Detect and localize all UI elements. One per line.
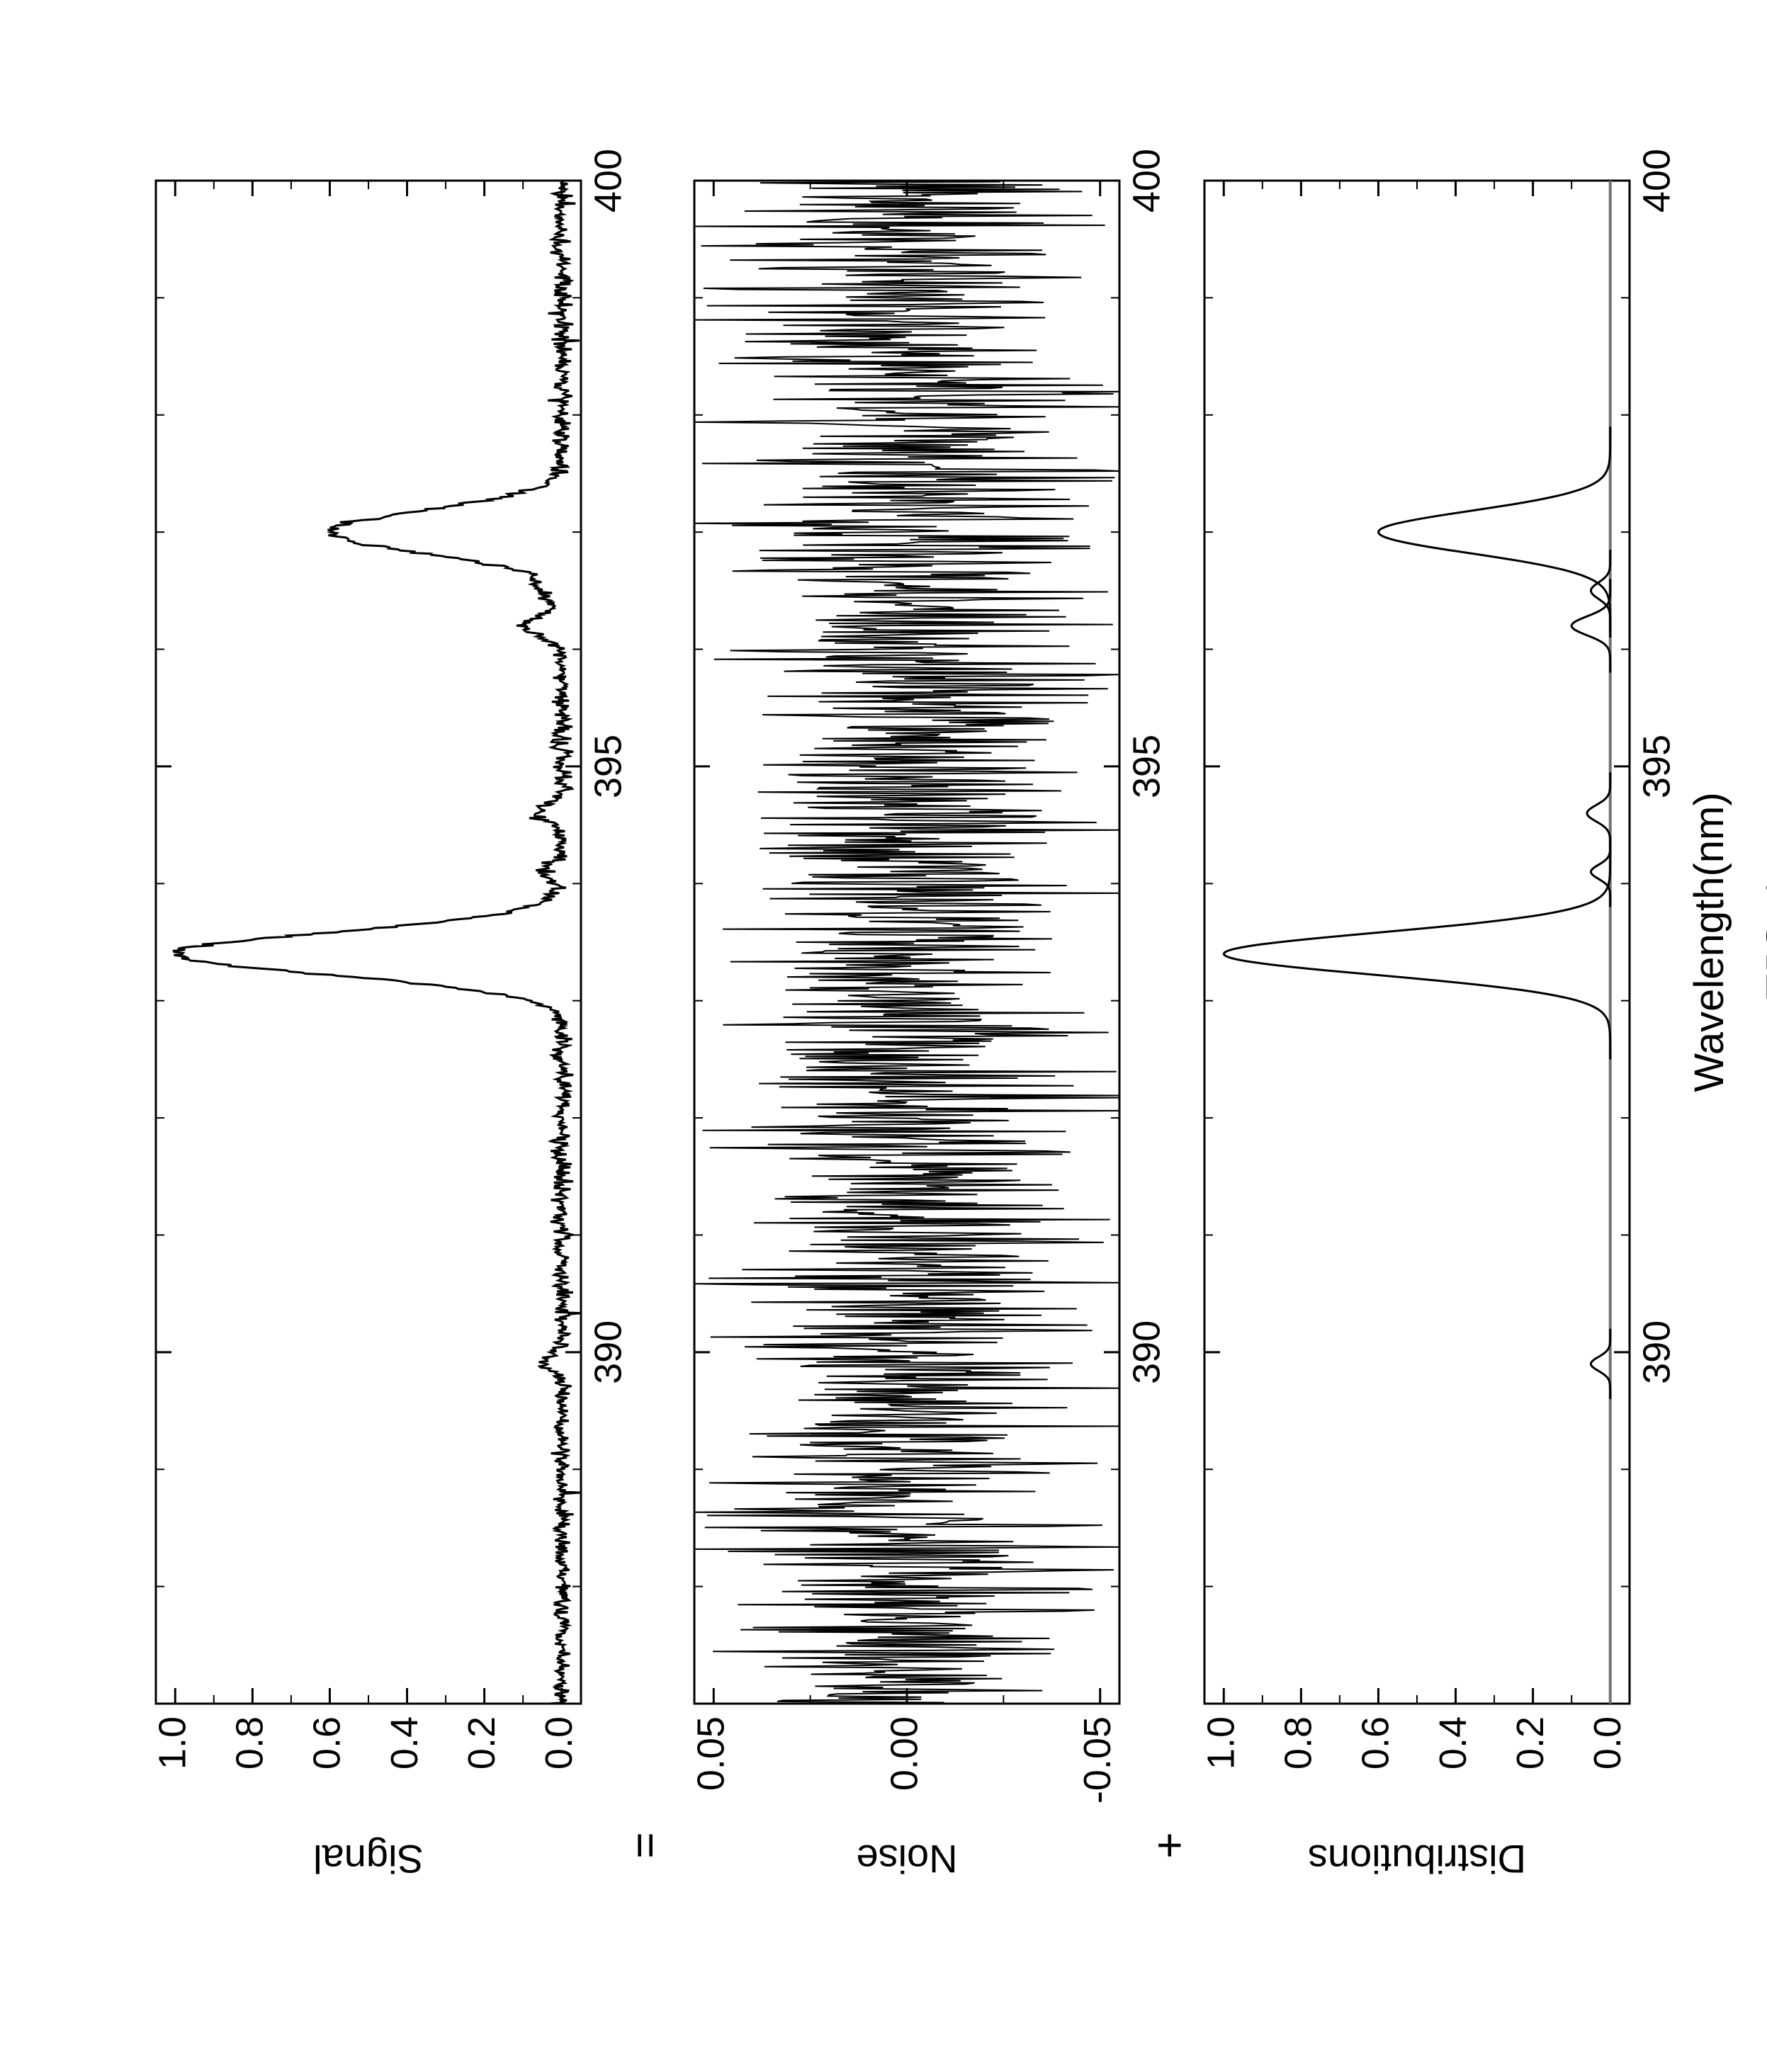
ytick-label: 0.0 — [538, 1716, 580, 1770]
xtick-label: 390 — [1636, 1320, 1678, 1384]
xtick-label: 400 — [587, 149, 630, 213]
ytick-label: 1.0 — [1200, 1716, 1243, 1770]
xtick-label: 400 — [1636, 149, 1678, 213]
ytick-label: 0.2 — [461, 1716, 503, 1770]
xtick-label: 390 — [1126, 1320, 1168, 1384]
ylabel-1: Noise — [856, 1837, 957, 1881]
figure-root: 0.0 0.2 0.4 0.6 0.8 1.0 390 395 400 Signal -0.05 0.… — [0, 0, 1767, 2072]
ytick-label: 0.4 — [1432, 1716, 1474, 1770]
ylabel-2: Distributions — [1308, 1837, 1526, 1881]
xaxis-label: Wavelength(nm) — [1686, 792, 1732, 1092]
ytick-label: 1.0 — [152, 1716, 194, 1770]
ytick-label: 0.00 — [883, 1716, 925, 1791]
xtick-label: 390 — [587, 1320, 630, 1384]
ytick-label: 0.4 — [383, 1716, 426, 1770]
ytick-label: 0.6 — [306, 1716, 349, 1770]
ytick-label: 0.05 — [690, 1716, 733, 1791]
xtick-label: 395 — [587, 735, 630, 798]
ytick-label: 0.6 — [1355, 1716, 1397, 1770]
figure-caption: FIG. 1 — [1757, 881, 1767, 1004]
operator-symbol: + — [1144, 1832, 1195, 1858]
ytick-label: 0.0 — [1586, 1716, 1629, 1770]
ytick-label: 0.8 — [1277, 1716, 1320, 1770]
operator-symbol: = — [619, 1832, 670, 1858]
xtick-label: 395 — [1636, 735, 1678, 798]
ytick-label: 0.8 — [229, 1716, 271, 1770]
xtick-label: 400 — [1126, 149, 1168, 213]
ytick-label: 0.2 — [1509, 1716, 1552, 1770]
ytick-label: -0.05 — [1076, 1716, 1119, 1804]
xtick-label: 395 — [1126, 735, 1168, 798]
ylabel-0: Signal — [313, 1837, 424, 1881]
